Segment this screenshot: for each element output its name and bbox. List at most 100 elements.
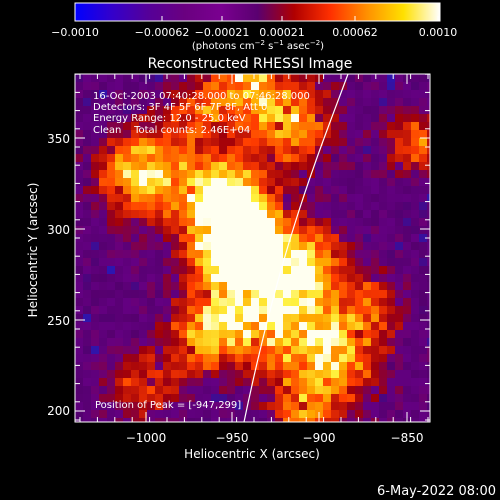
image-pixel [203, 386, 211, 394]
image-pixel [371, 274, 379, 282]
image-pixel [163, 154, 171, 162]
image-pixel [355, 242, 363, 250]
image-pixel [171, 194, 179, 202]
image-pixel [323, 338, 331, 346]
image-pixel [307, 370, 315, 378]
image-pixel [83, 98, 91, 106]
image-pixel [331, 394, 339, 402]
image-pixel [427, 266, 430, 274]
image-pixel [219, 130, 227, 138]
image-pixel [243, 114, 251, 122]
image-pixel [283, 194, 291, 202]
image-pixel [291, 82, 299, 90]
image-pixel [259, 218, 267, 226]
image-pixel [371, 154, 379, 162]
image-pixel [139, 138, 147, 146]
image-pixel [299, 186, 307, 194]
image-pixel [107, 418, 115, 422]
image-pixel [147, 74, 155, 82]
image-pixel [371, 90, 379, 98]
image-pixel [291, 162, 299, 170]
image-pixel [411, 170, 419, 178]
image-pixel [219, 146, 227, 154]
image-pixel [227, 330, 235, 338]
image-pixel [91, 226, 99, 234]
image-pixel [147, 130, 155, 138]
image-pixel [291, 74, 299, 82]
image-pixel [243, 90, 251, 98]
image-pixel [235, 138, 243, 146]
image-pixel [419, 106, 427, 114]
image-pixel [411, 106, 419, 114]
image-pixel [251, 346, 259, 354]
image-pixel [427, 186, 430, 194]
image-pixel [235, 154, 243, 162]
image-pixel [91, 242, 99, 250]
image-pixel [235, 250, 243, 258]
image-pixel [331, 378, 339, 386]
image-pixel [115, 298, 123, 306]
image-pixel [211, 250, 219, 258]
image-pixel [363, 146, 371, 154]
image-pixel [403, 226, 411, 234]
image-pixel [347, 338, 355, 346]
image-pixel [411, 330, 419, 338]
image-pixel [227, 402, 235, 410]
image-pixel [99, 346, 107, 354]
image-pixel [211, 114, 219, 122]
image-pixel [139, 330, 147, 338]
image-pixel [211, 226, 219, 234]
image-pixel [387, 202, 395, 210]
image-pixel [195, 378, 203, 386]
image-pixel [179, 114, 187, 122]
image-pixel [91, 218, 99, 226]
image-pixel [195, 402, 203, 410]
x-tick-labels: −1000 −950 −900 −850 [126, 431, 424, 445]
image-pixel [107, 218, 115, 226]
image-pixel [195, 218, 203, 226]
image-pixel [99, 186, 107, 194]
image-pixel [99, 354, 107, 362]
image-pixel [123, 154, 131, 162]
image-pixel [211, 394, 219, 402]
image-pixel [123, 258, 131, 266]
image-pixel [243, 354, 251, 362]
image-pixel [115, 410, 123, 418]
image-pixel [331, 306, 339, 314]
image-pixel [235, 298, 243, 306]
image-pixel [307, 162, 315, 170]
image-pixel [275, 266, 283, 274]
image-pixel [419, 266, 427, 274]
image-pixel [371, 130, 379, 138]
image-pixel [323, 194, 331, 202]
image-pixel [307, 418, 315, 422]
image-pixel [419, 290, 427, 298]
image-pixel [83, 386, 91, 394]
image-pixel [395, 122, 403, 130]
image-pixel [75, 226, 83, 234]
image-pixel [323, 162, 331, 170]
image-pixel [251, 194, 259, 202]
image-pixel [131, 258, 139, 266]
image-pixel [107, 98, 115, 106]
image-pixel [99, 394, 107, 402]
image-pixel [267, 226, 275, 234]
image-pixel [99, 178, 107, 186]
image-pixel [403, 114, 411, 122]
y-tick-label: 250 [47, 314, 70, 328]
image-pixel [411, 162, 419, 170]
image-pixel [403, 98, 411, 106]
image-pixel [139, 346, 147, 354]
image-pixel [187, 98, 195, 106]
image-pixel [267, 290, 275, 298]
image-pixel [123, 362, 131, 370]
image-pixel [195, 226, 203, 234]
image-pixel [307, 282, 315, 290]
image-pixel [347, 402, 355, 410]
rhessi-image [75, 74, 430, 422]
image-pixel [179, 274, 187, 282]
image-pixel [339, 330, 347, 338]
image-pixel [259, 282, 267, 290]
image-pixel [291, 194, 299, 202]
image-pixel [123, 338, 131, 346]
